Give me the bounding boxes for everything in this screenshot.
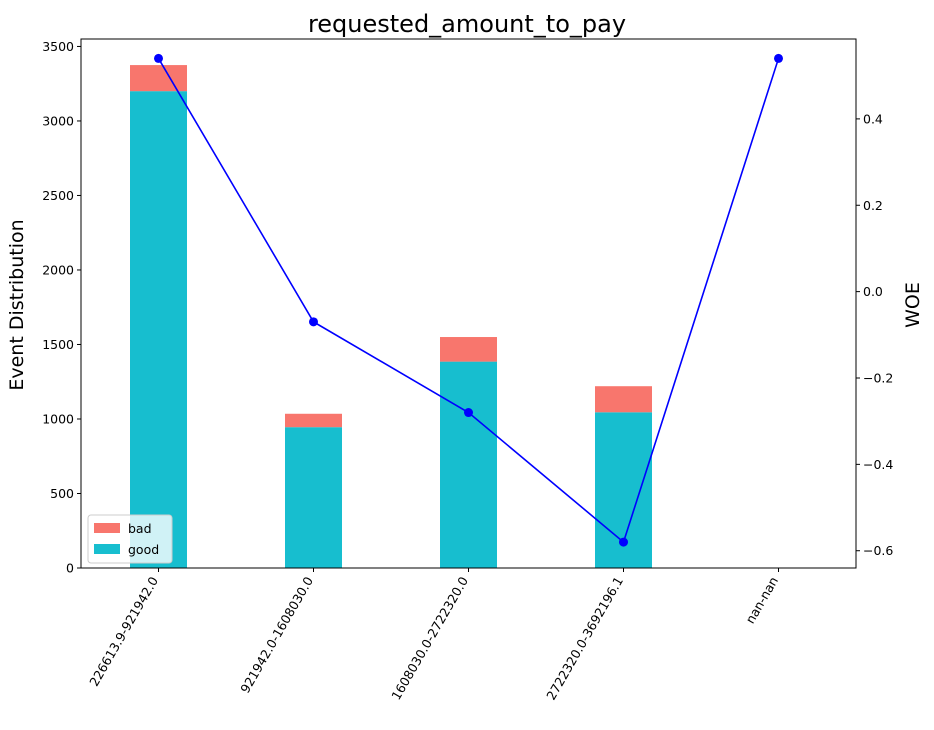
y-tick-label-6: 3000: [42, 113, 74, 128]
bar-good-1: [285, 427, 342, 568]
y-tick-label-3: 1500: [42, 337, 74, 352]
bar-good-2: [440, 361, 497, 568]
bar-bad-2: [440, 337, 497, 362]
chart-title: requested_amount_to_pay: [308, 10, 626, 38]
y-tick-label-4: 2000: [42, 262, 74, 277]
y-tick-label-7: 3500: [42, 39, 74, 54]
legend: bad good: [87, 514, 173, 564]
y-tick-label-1: 500: [50, 486, 74, 501]
woe-line-group: [154, 53, 783, 547]
woe-point-3: [619, 537, 628, 547]
y2-tick-label-0: −0.6: [863, 543, 893, 558]
y2-tick-label-5: 0.4: [863, 111, 883, 126]
woe-point-0: [154, 53, 163, 63]
x-tick-label-1: 921942.0-1608030.0: [237, 574, 316, 696]
y-tick-label-2: 1000: [42, 411, 74, 426]
y-tick-label-5: 2500: [42, 188, 74, 203]
y-axis-title: Event Distribution: [6, 219, 28, 390]
bar-good-0: [130, 91, 187, 568]
y-tick-label-0: 0: [66, 561, 74, 576]
bar-bad-3: [595, 386, 652, 413]
x-tick-label-3: 2722320.0-3692196.1: [543, 574, 626, 703]
x-tick-label-2: 1608030.0-2722320.0: [388, 574, 471, 703]
x-tick-label-0: 226613.9-921942.0: [86, 574, 161, 689]
legend-swatch-good: [94, 544, 120, 554]
legend-label-good: good: [128, 542, 159, 557]
legend-swatch-bad: [94, 523, 120, 533]
y2-tick-label-4: 0.2: [863, 198, 883, 213]
legend-label-bad: bad: [128, 521, 152, 536]
woe-point-2: [464, 408, 473, 418]
x-tick-label-4: nan-nan: [742, 574, 781, 626]
bars-group: [130, 65, 652, 568]
woe-point-1: [309, 317, 318, 327]
bar-bad-0: [130, 65, 187, 92]
woe-point-4: [774, 53, 783, 63]
y2-tick-label-1: −0.4: [863, 457, 893, 472]
y2-tick-label-3: 0.0: [863, 284, 883, 299]
bar-bad-1: [285, 413, 342, 428]
y2-axis-title: WOE: [902, 282, 924, 328]
y2-tick-label-2: −0.2: [863, 370, 893, 385]
